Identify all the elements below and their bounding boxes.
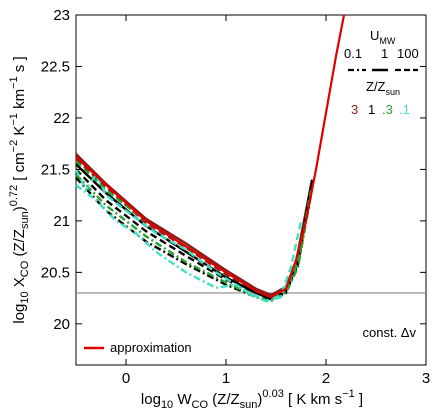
legend-z-label-2: .3: [382, 102, 393, 117]
legend-umw-label-0: 0.1: [344, 46, 362, 61]
x-axis-label: log10 WCO (Z/Zsun)0.03 [ K km s−1 ]: [141, 388, 363, 411]
x-tick-label: 2: [322, 370, 330, 387]
y-tick-label: 22.5: [41, 58, 70, 75]
series-line-8: [75, 183, 298, 303]
legend-z-label-3: .1: [399, 102, 410, 117]
plot-frame: [75, 14, 427, 366]
y-tick-label: 20: [53, 316, 70, 333]
y-axis-label: log10 XCO (Z/Zsun)0.72 [ cm−2 K−1 km−1 s…: [8, 56, 31, 323]
legend-z-label-1: 1: [368, 102, 375, 117]
legend-umw-label-1: 1: [381, 46, 388, 61]
legend-umw-title: UMW: [370, 28, 396, 46]
x-tick-label: 0: [122, 370, 130, 387]
x-tick-label: 1: [222, 370, 230, 387]
series-line-2: [75, 163, 314, 301]
y-tick-label: 21: [53, 213, 70, 230]
x-tick-label: 3: [422, 370, 430, 387]
series-line-5: [75, 160, 313, 299]
y-tick-label: 20.5: [41, 264, 70, 281]
y-tick-label: 23: [53, 7, 70, 24]
series-line-3: [75, 176, 314, 302]
annotation-const-dv: const. Δv: [363, 325, 417, 340]
series-layer: [74, 14, 346, 303]
legend-z-label-0: 3: [351, 102, 358, 117]
y-tick-label: 22: [53, 110, 70, 127]
legend-z-title: Z/Zsun: [366, 79, 400, 97]
series-approximation: [75, 14, 346, 299]
series-line-6: [75, 173, 313, 303]
legend-approx-label: approximation: [110, 340, 192, 355]
legend-umw-label-2: 100: [397, 46, 419, 61]
series-line-0: [75, 153, 313, 297]
y-tick-label: 21.5: [41, 161, 70, 178]
